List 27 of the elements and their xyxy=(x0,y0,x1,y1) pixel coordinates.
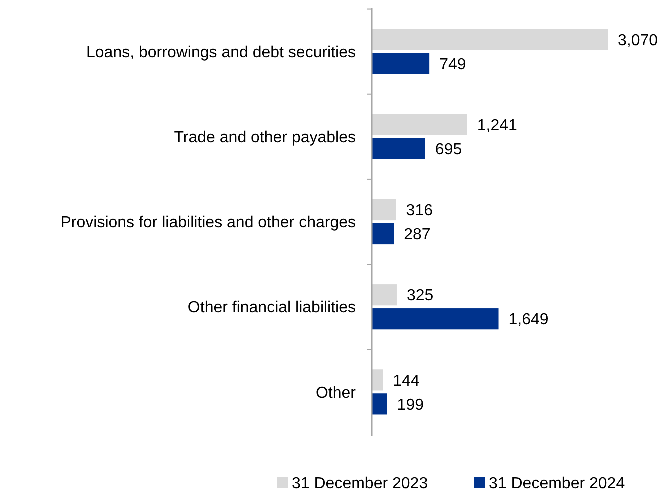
bar xyxy=(372,223,394,245)
data-label: 1,241 xyxy=(477,118,518,135)
data-label: 316 xyxy=(406,202,434,220)
bar xyxy=(372,29,608,50)
data-label: 144 xyxy=(393,372,420,390)
y-tick-label: Other financial liabilities xyxy=(188,300,356,317)
data-label: 749 xyxy=(440,56,466,74)
bar xyxy=(372,370,384,391)
bar xyxy=(372,308,499,330)
data-label: 287 xyxy=(404,226,431,244)
bar xyxy=(372,138,426,160)
legend-label: 31 December 2023 xyxy=(292,476,428,492)
y-tick-label: Provisions for liabilities and other charges xyxy=(60,214,356,232)
bar xyxy=(372,199,396,221)
data-label: 3,070 xyxy=(618,32,658,50)
y-tick-label: Other xyxy=(316,384,357,402)
legend-label: 31 December 2024 xyxy=(489,476,626,492)
y-tick-label: Trade and other payables xyxy=(174,130,356,147)
data-label: 1,649 xyxy=(508,312,549,329)
data-label: 695 xyxy=(435,142,462,159)
y-tick-label: Loans, borrowings and debt securities xyxy=(86,44,356,62)
bar xyxy=(372,284,397,306)
data-label: 325 xyxy=(406,288,434,305)
bar xyxy=(372,53,430,74)
bar xyxy=(372,394,388,415)
bar xyxy=(372,114,468,136)
data-label: 199 xyxy=(397,396,424,414)
